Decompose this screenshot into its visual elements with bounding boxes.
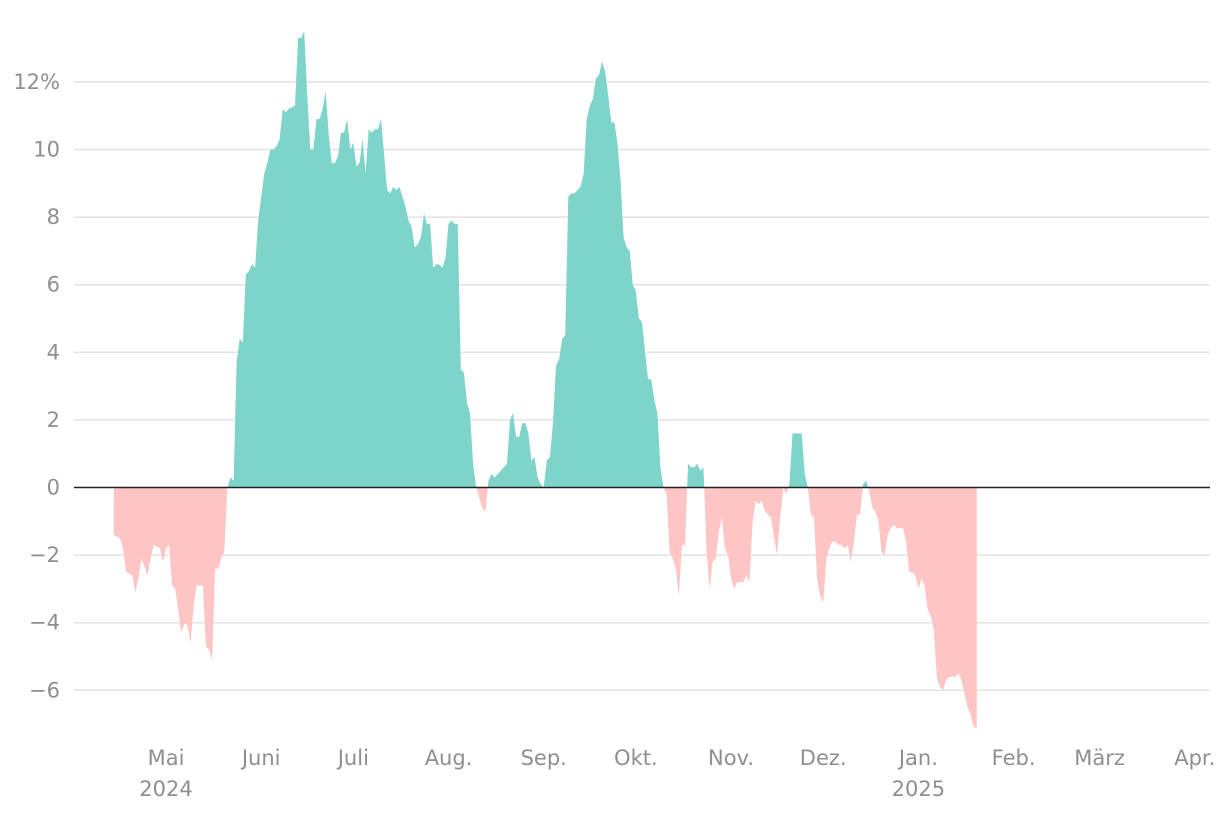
y-tick-label: −6 xyxy=(29,678,60,702)
x-tick-label: März xyxy=(1074,746,1125,770)
x-tick-label: Feb. xyxy=(992,746,1036,770)
x-axis-ticks: Mai 2024 Juni Juli Aug. Sep. Okt. Nov. Dez. Jan. 2… xyxy=(139,746,1215,801)
x-tick-label: Okt. xyxy=(614,746,658,770)
x-tick-label: Dez. xyxy=(800,746,847,770)
x-tick-label: Aug. xyxy=(425,746,473,770)
y-tick-label: 10 xyxy=(33,138,60,162)
x-tick-label: Nov. xyxy=(708,746,754,770)
y-tick-label: 6 xyxy=(47,273,60,297)
y-tick-label: −4 xyxy=(29,611,60,635)
x-tick-label: Sep. xyxy=(521,746,567,770)
y-axis-ticks: 12% 10 8 6 4 2 0 −2 −4 −6 xyxy=(13,70,60,702)
x-tick-label: Mai xyxy=(148,746,185,770)
area-series xyxy=(113,31,977,728)
x-tick-label: Apr. xyxy=(1174,746,1215,770)
x-tick-label: Juni xyxy=(240,746,281,770)
x-tick-year-label: 2024 xyxy=(139,777,192,801)
y-tick-label: 12% xyxy=(13,70,60,94)
x-tick-year-label: 2025 xyxy=(892,777,945,801)
y-tick-label: −2 xyxy=(29,543,60,567)
y-tick-label: 0 xyxy=(47,476,60,500)
y-tick-label: 4 xyxy=(47,340,60,364)
x-tick-label: Jan. xyxy=(897,746,938,770)
negative-area xyxy=(113,487,977,728)
x-tick-label: Juli xyxy=(336,746,369,770)
positive-area xyxy=(113,31,977,488)
y-tick-label: 2 xyxy=(47,408,60,432)
y-tick-label: 8 xyxy=(47,205,60,229)
